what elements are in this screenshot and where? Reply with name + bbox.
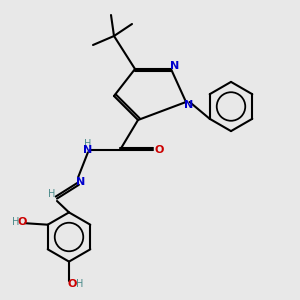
Text: O: O xyxy=(17,217,27,227)
Text: O: O xyxy=(154,145,164,155)
Text: O: O xyxy=(68,279,77,289)
Text: N: N xyxy=(184,100,194,110)
Text: H: H xyxy=(48,189,55,200)
Text: H: H xyxy=(84,139,92,149)
Text: N: N xyxy=(83,145,92,155)
Text: H: H xyxy=(76,279,83,289)
Text: H: H xyxy=(12,217,19,227)
Text: N: N xyxy=(170,61,179,71)
Text: N: N xyxy=(76,177,85,188)
